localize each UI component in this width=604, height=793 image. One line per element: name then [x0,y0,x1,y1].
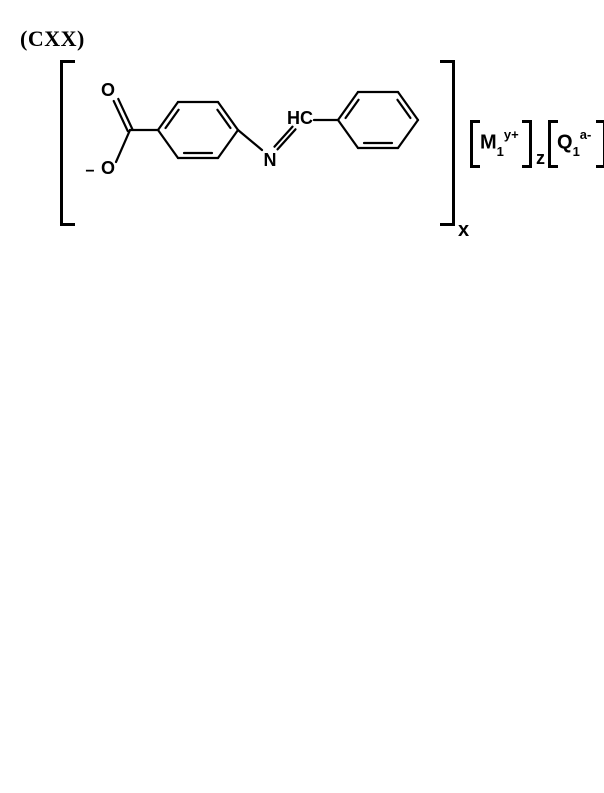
svg-text:N: N [264,150,277,170]
svg-text:O: O [101,158,115,178]
counterion-sup-aminus: a- [580,127,592,142]
svg-text:−: − [85,163,94,180]
counterion-bracket-right [596,120,604,168]
page: (CXX) x M1y+ z Q1a- b OO−NHC [0,0,604,793]
molecule-structure: OO−NHC [50,40,580,240]
svg-text:O: O [101,80,115,100]
chemical-formula-diagram: x M1y+ z Q1a- b OO−NHC [50,40,580,240]
svg-text:HC: HC [287,108,313,128]
